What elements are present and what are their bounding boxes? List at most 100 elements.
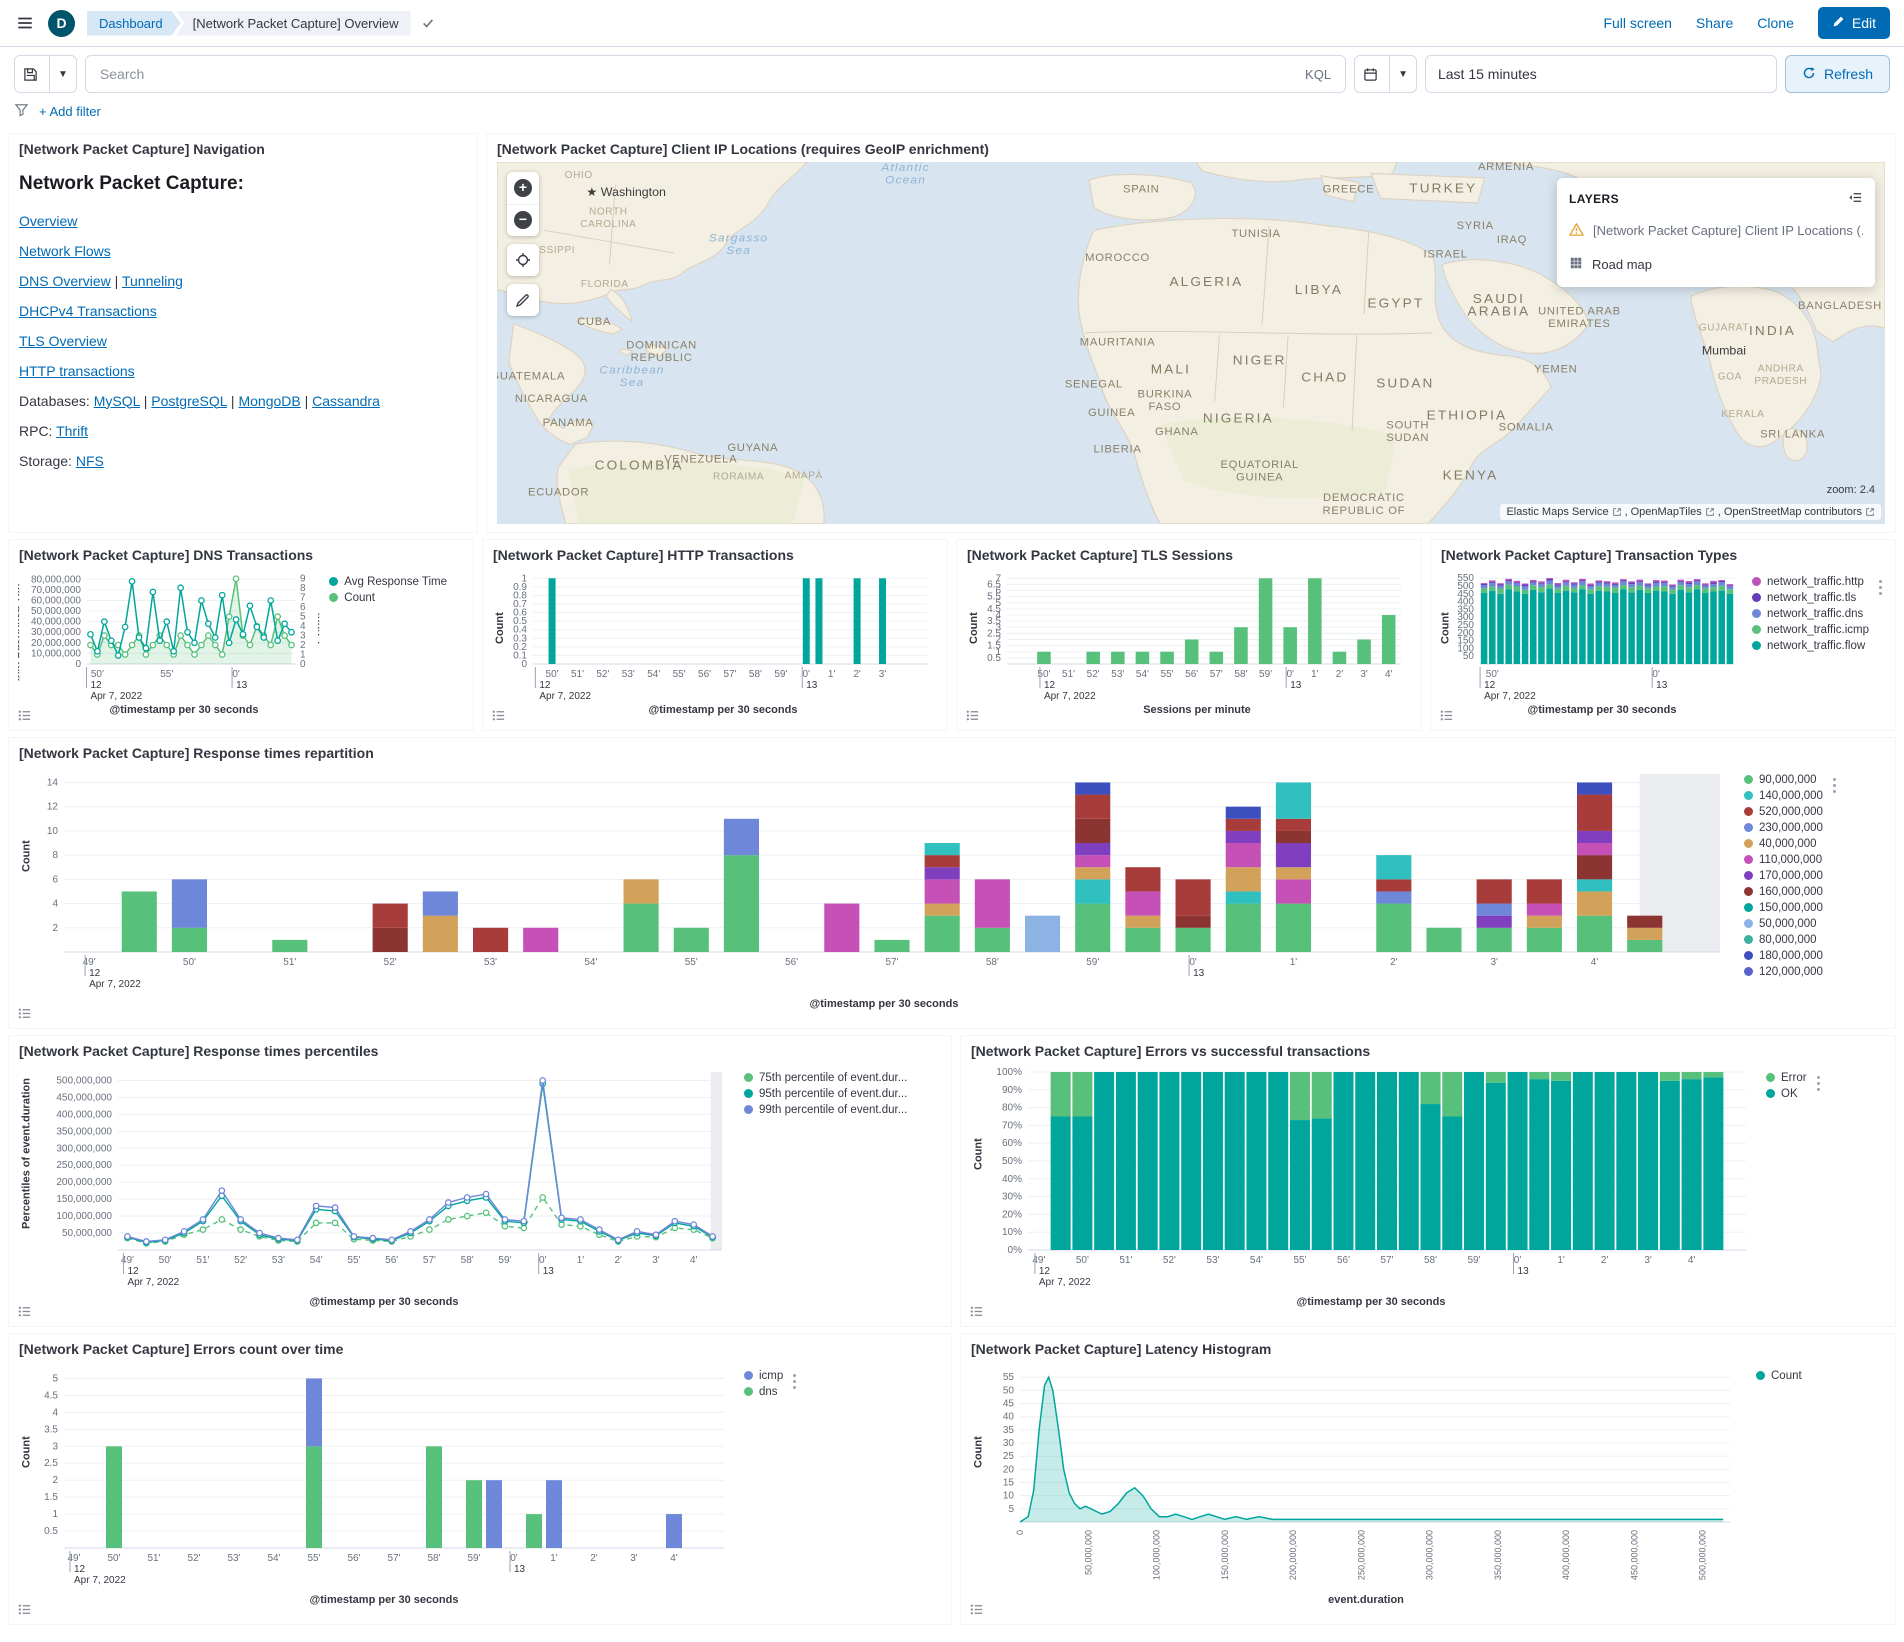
legend-item[interactable]: 50,000,000 (1744, 918, 1823, 930)
legend-toggle-button[interactable] (969, 1304, 984, 1319)
save-query-button[interactable]: ▼ (14, 55, 77, 93)
panel-title[interactable]: [Network Packet Capture] Client IP Locat… (497, 141, 989, 157)
legend-item[interactable]: 95th percentile of event.dur... (744, 1088, 907, 1100)
search-input[interactable] (97, 65, 1296, 83)
legend-item[interactable]: 140,000,000 (1744, 790, 1823, 802)
legend-item[interactable]: 90,000,000 (1744, 774, 1823, 786)
nav-link[interactable]: MongoDB (238, 392, 301, 409)
nav-link[interactable]: Network Flows (19, 242, 111, 259)
filter-icon[interactable] (14, 102, 29, 120)
panel-title[interactable]: [Network Packet Capture] Response times … (19, 1043, 379, 1059)
map-canvas[interactable]: ★ Washington OHIO NORTH CAROLINA MISSISSIPPI… (497, 161, 1885, 524)
legend-item[interactable]: 170,000,000 (1744, 870, 1823, 882)
panel-title[interactable]: [Network Packet Capture] Transaction Typ… (1441, 547, 1738, 563)
errors-count-chart[interactable]: 0.5 1 1.5 2 2.5 3 3.5 4 4.5 5 49' 50' 51' 52' 53' 54' 55… (34, 1362, 734, 1594)
attribution-link[interactable]: OpenMapTiles (1630, 505, 1702, 518)
map-draw-filter-button[interactable] (507, 283, 539, 316)
legend-toggle-button[interactable] (969, 1602, 984, 1617)
legend-item[interactable]: network_traffic.http (1751, 576, 1869, 588)
nav-link[interactable]: Tunneling (121, 272, 183, 289)
legend-item[interactable]: 150,000,000 (1744, 902, 1823, 914)
legend-item[interactable]: 230,000,000 (1744, 822, 1823, 834)
legend-options-icon[interactable] (1832, 777, 1836, 781)
attribution-link[interactable]: OpenStreetMap contributors (1723, 505, 1862, 518)
legend-toggle-button[interactable] (17, 1602, 32, 1617)
legend-toggle-button[interactable] (491, 708, 506, 723)
tls-sessions-chart[interactable]: 0.511.522.533.544.555.566.57 50' 51' 52' 53'… (981, 568, 1411, 704)
legend-item[interactable]: 40,000,000 (1744, 838, 1823, 850)
add-filter-link[interactable]: + Add filter (39, 103, 101, 119)
legend-item[interactable]: 80,000,000 (1744, 934, 1823, 946)
errors-vs-successful-chart[interactable]: 0% 10% 20% 30% 40% 50% 60% 70% 80% 90% 100% 49' 50' 5… (986, 1064, 1756, 1296)
layer-item-client-ip[interactable]: [Network Packet Capture] Client IP Locat… (1557, 214, 1875, 248)
date-picker-button[interactable]: ▼ (1354, 55, 1417, 93)
clone-link[interactable]: Clone (1757, 15, 1794, 31)
kql-badge[interactable]: KQL (1305, 66, 1332, 82)
nav-link[interactable]: DNS Overview (19, 272, 111, 289)
legend-item[interactable]: network_traffic.flow (1751, 640, 1869, 652)
edit-button[interactable]: Edit (1817, 7, 1890, 39)
nav-link[interactable]: HTTP transactions (19, 362, 135, 379)
attribution-link[interactable]: Elastic Maps Service (1506, 505, 1609, 518)
legend-item[interactable]: Error (1766, 1072, 1807, 1084)
fullscreen-link[interactable]: Full screen (1603, 15, 1672, 31)
response-times-repartition-chart[interactable]: 2 4 6 8 10 12 14 49' 50' 51' 52' 53' 54' 55' 56' 57' 58'… (34, 766, 1734, 998)
legend-toggle-button[interactable] (17, 1006, 32, 1021)
panel-title[interactable]: [Network Packet Capture] HTTP Transactio… (493, 547, 794, 563)
panel-title[interactable]: [Network Packet Capture] Latency Histogr… (971, 1341, 1272, 1357)
legend-item[interactable]: Avg Response Time (329, 576, 447, 588)
dns-transactions-chart[interactable]: 010,000,00020,000,00030,000,00040,000,00… (19, 568, 319, 704)
legend-item[interactable]: OK (1766, 1088, 1807, 1100)
nav-link[interactable]: DHCPv4 Transactions (19, 302, 157, 319)
legend-item[interactable]: network_traffic.tls (1751, 592, 1869, 604)
latency-histogram-chart[interactable]: 5 10 15 20 25 30 35 40 45 50 55 0 50,000,000 100,000,… (986, 1362, 1746, 1594)
legend-options-icon[interactable] (1816, 1075, 1820, 1079)
layers-menu-icon[interactable] (1848, 190, 1863, 208)
panel-title[interactable]: [Network Packet Capture] Navigation (19, 141, 265, 157)
nav-link[interactable]: MySQL (93, 392, 140, 409)
breadcrumb-dashboard[interactable]: Dashboard (87, 11, 181, 36)
time-range-display[interactable]: Last 15 minutes (1424, 55, 1777, 93)
legend-item[interactable]: 99th percentile of event.dur... (744, 1104, 907, 1116)
legend-item[interactable]: 160,000,000 (1744, 886, 1823, 898)
http-transactions-chart[interactable]: 00.10.20.30.40.50.60.70.80.91 50' 51' 52' 53… (507, 568, 937, 704)
nav-link[interactable]: Thrift (56, 422, 88, 439)
legend-item[interactable]: Count (329, 592, 447, 604)
legend-toggle-button[interactable] (17, 708, 32, 723)
nav-link[interactable]: TLS Overview (19, 332, 107, 349)
nav-link[interactable]: Overview (19, 212, 78, 229)
refresh-button[interactable]: Refresh (1784, 55, 1890, 93)
map-zoom-in-button[interactable]: + (507, 171, 539, 204)
legend-options-icon[interactable] (793, 1373, 797, 1377)
nav-link[interactable]: Cassandra (312, 392, 380, 409)
chevron-down-icon[interactable]: ▼ (49, 56, 76, 92)
legend-item[interactable]: 110,000,000 (1744, 854, 1823, 866)
chevron-down-icon[interactable]: ▼ (1389, 56, 1416, 92)
layer-item-road-map[interactable]: Road map (1557, 248, 1875, 281)
map-zoom-out-button[interactable]: − (507, 203, 539, 236)
legend-item[interactable]: icmp (744, 1370, 783, 1382)
legend-options-icon[interactable] (1879, 579, 1882, 583)
legend-item[interactable]: dns (744, 1386, 783, 1398)
legend-item[interactable]: 75th percentile of event.dur... (744, 1072, 907, 1084)
map-locate-button[interactable] (507, 243, 539, 276)
legend-item[interactable]: network_traffic.icmp (1751, 624, 1869, 636)
legend-item[interactable]: 180,000,000 (1744, 950, 1823, 962)
legend-toggle-button[interactable] (17, 1304, 32, 1319)
legend-item[interactable]: Count (1756, 1370, 1802, 1382)
nav-link[interactable]: PostgreSQL (151, 392, 228, 409)
panel-title[interactable]: [Network Packet Capture] Errors vs succe… (971, 1043, 1371, 1059)
legend-toggle-button[interactable] (1439, 708, 1454, 723)
hamburger-menu-icon[interactable] (14, 12, 36, 34)
response-times-percentiles-chart[interactable]: 50,000,000 100,000,000 150,000,000 200,000,… (34, 1064, 734, 1296)
panel-title[interactable]: [Network Packet Capture] Errors count ov… (19, 1341, 344, 1357)
space-avatar[interactable]: D (48, 9, 75, 37)
share-link[interactable]: Share (1695, 15, 1734, 31)
panel-title[interactable]: [Network Packet Capture] Response times … (19, 745, 374, 761)
legend-item[interactable]: 520,000,000 (1744, 806, 1823, 818)
legend-toggle-button[interactable] (965, 708, 980, 723)
legend-item[interactable]: 120,000,000 (1744, 966, 1823, 978)
legend-item[interactable]: network_traffic.dns (1751, 608, 1869, 620)
panel-title[interactable]: [Network Packet Capture] TLS Sessions (967, 547, 1234, 563)
